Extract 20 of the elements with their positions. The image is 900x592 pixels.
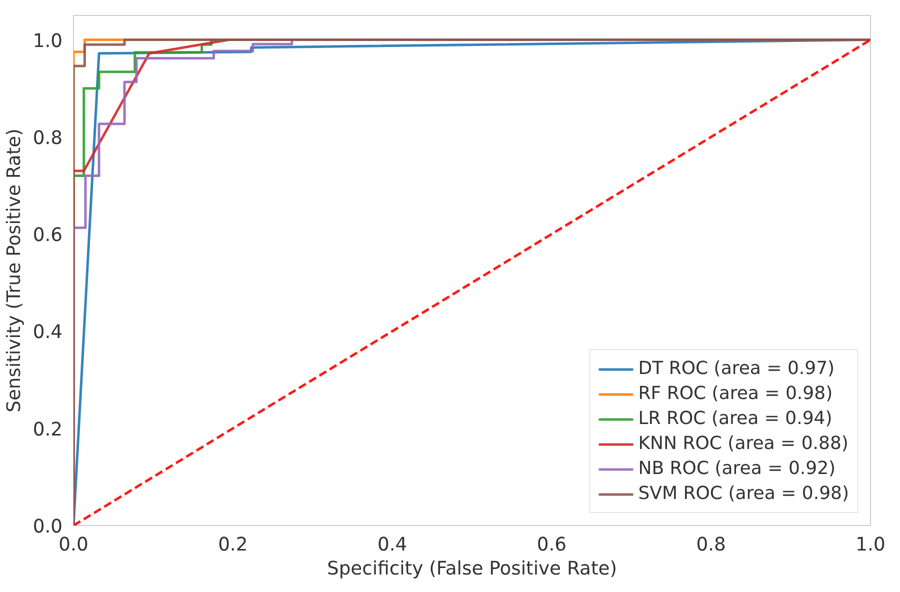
y-tick-label: 0.2 xyxy=(32,419,62,440)
legend-label: SVM ROC (area = 0.98) xyxy=(638,483,849,504)
x-tick-label: 0.6 xyxy=(536,534,567,556)
y-axis-title: Sensitivity (True Positive Rate) xyxy=(4,128,25,412)
legend-label: NB ROC (area = 0.92) xyxy=(638,458,836,479)
y-tick-label: 0.0 xyxy=(32,516,62,538)
y-tick-label: 0.4 xyxy=(32,322,62,344)
x-tick-label: 0.0 xyxy=(58,534,88,556)
x-tick-label: 0.8 xyxy=(696,534,726,556)
x-tick-label: 1.0 xyxy=(856,534,886,556)
x-tick-label: 0.2 xyxy=(218,534,248,556)
legend-label: RF ROC (area = 0.98) xyxy=(638,383,833,404)
legend-label: KNN ROC (area = 0.88) xyxy=(638,433,848,454)
y-tick-label: 0.8 xyxy=(32,128,62,149)
x-axis-title: Specificity (False Positive Rate) xyxy=(326,558,618,580)
x-tick-label: 0.4 xyxy=(377,534,408,556)
y-tick-label: 0.6 xyxy=(32,225,62,246)
legend-label: LR ROC (area = 0.94) xyxy=(638,408,832,429)
legend-label: DT ROC (area = 0.97) xyxy=(638,358,835,379)
y-tick-label: 1.0 xyxy=(32,30,62,52)
